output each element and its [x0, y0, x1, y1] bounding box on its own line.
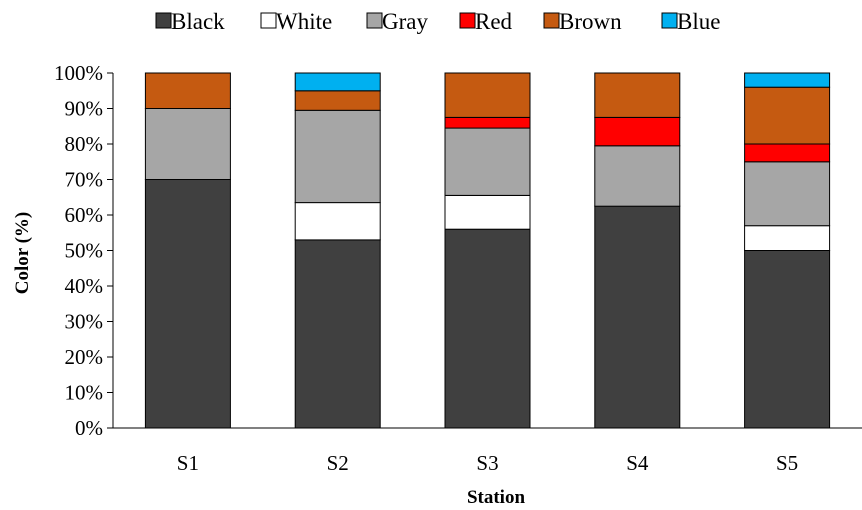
legend-label-gray: Gray	[382, 9, 428, 34]
bar-segment-red-s5	[744, 143, 831, 163]
x-tick-label: S5	[776, 451, 798, 475]
y-tick-label: 10%	[65, 381, 104, 405]
y-tick-label: 60%	[65, 203, 104, 227]
bar-segment-white-s2	[294, 202, 381, 241]
x-tick-label: S2	[327, 451, 349, 475]
legend-swatch-black	[155, 12, 172, 29]
bar-segment-red-s3	[444, 116, 531, 129]
legend-swatch-white	[260, 12, 277, 29]
legend-swatch-blue	[661, 12, 678, 29]
x-axis: S1 S2 S3 S4 S5	[113, 427, 862, 475]
y-axis-title: Color (%)	[12, 212, 33, 295]
y-tick-label: 100%	[54, 61, 103, 85]
legend-swatch-gray	[366, 12, 383, 29]
x-axis-title: Station	[467, 487, 526, 508]
y-tick-label: 30%	[65, 310, 104, 334]
bar-segment-brown-s2	[294, 90, 381, 111]
y-tick-label: 40%	[65, 274, 104, 298]
x-tick-label: S4	[626, 451, 649, 475]
bar-segment-black-s2	[294, 239, 381, 429]
legend-label-white: White	[276, 9, 332, 34]
legend-label-black: Black	[171, 9, 225, 34]
legend-label-blue: Blue	[677, 9, 720, 34]
bar-segment-gray-s4	[594, 145, 681, 207]
y-tick-label: 0%	[75, 416, 103, 440]
legend-label-red: Red	[475, 9, 513, 34]
y-axis: 0% 10% 20% 30% 40% 50% 60% 70% 80% 90% 100%	[54, 61, 114, 440]
y-tick-label: 50%	[65, 239, 104, 263]
bars-group	[144, 72, 831, 429]
y-tick-label: 80%	[65, 132, 104, 156]
y-tick-label: 90%	[65, 97, 104, 121]
y-tick-label: 20%	[65, 345, 104, 369]
bar-segment-gray-s1	[144, 108, 231, 180]
x-tick-label: S3	[476, 451, 498, 475]
bar-segment-white-s5	[744, 225, 831, 251]
bar-segment-brown-s3	[444, 72, 531, 118]
bar-segment-gray-s5	[744, 161, 831, 227]
bar-segment-gray-s3	[444, 127, 531, 196]
bar-segment-brown-s1	[144, 72, 231, 109]
legend: Black White Gray Red Brown Blue	[155, 9, 720, 34]
bar-segment-brown-s5	[744, 86, 831, 145]
bar-segment-red-s4	[594, 116, 681, 147]
bar-segment-blue-s5	[744, 72, 831, 88]
legend-swatch-red	[459, 12, 476, 29]
bar-segment-gray-s2	[294, 109, 381, 204]
bar-segment-blue-s2	[294, 72, 381, 92]
x-tick-label: S1	[177, 451, 199, 475]
y-tick-label: 70%	[65, 168, 104, 192]
bar-segment-brown-s4	[594, 72, 681, 118]
bar-segment-black-s3	[444, 228, 531, 429]
legend-label-brown: Brown	[559, 9, 622, 34]
bar-segment-black-s1	[144, 179, 231, 429]
bar-segment-white-s3	[444, 195, 531, 230]
bar-segment-black-s4	[594, 205, 681, 429]
bar-segment-black-s5	[744, 250, 831, 429]
legend-swatch-brown	[543, 12, 560, 29]
